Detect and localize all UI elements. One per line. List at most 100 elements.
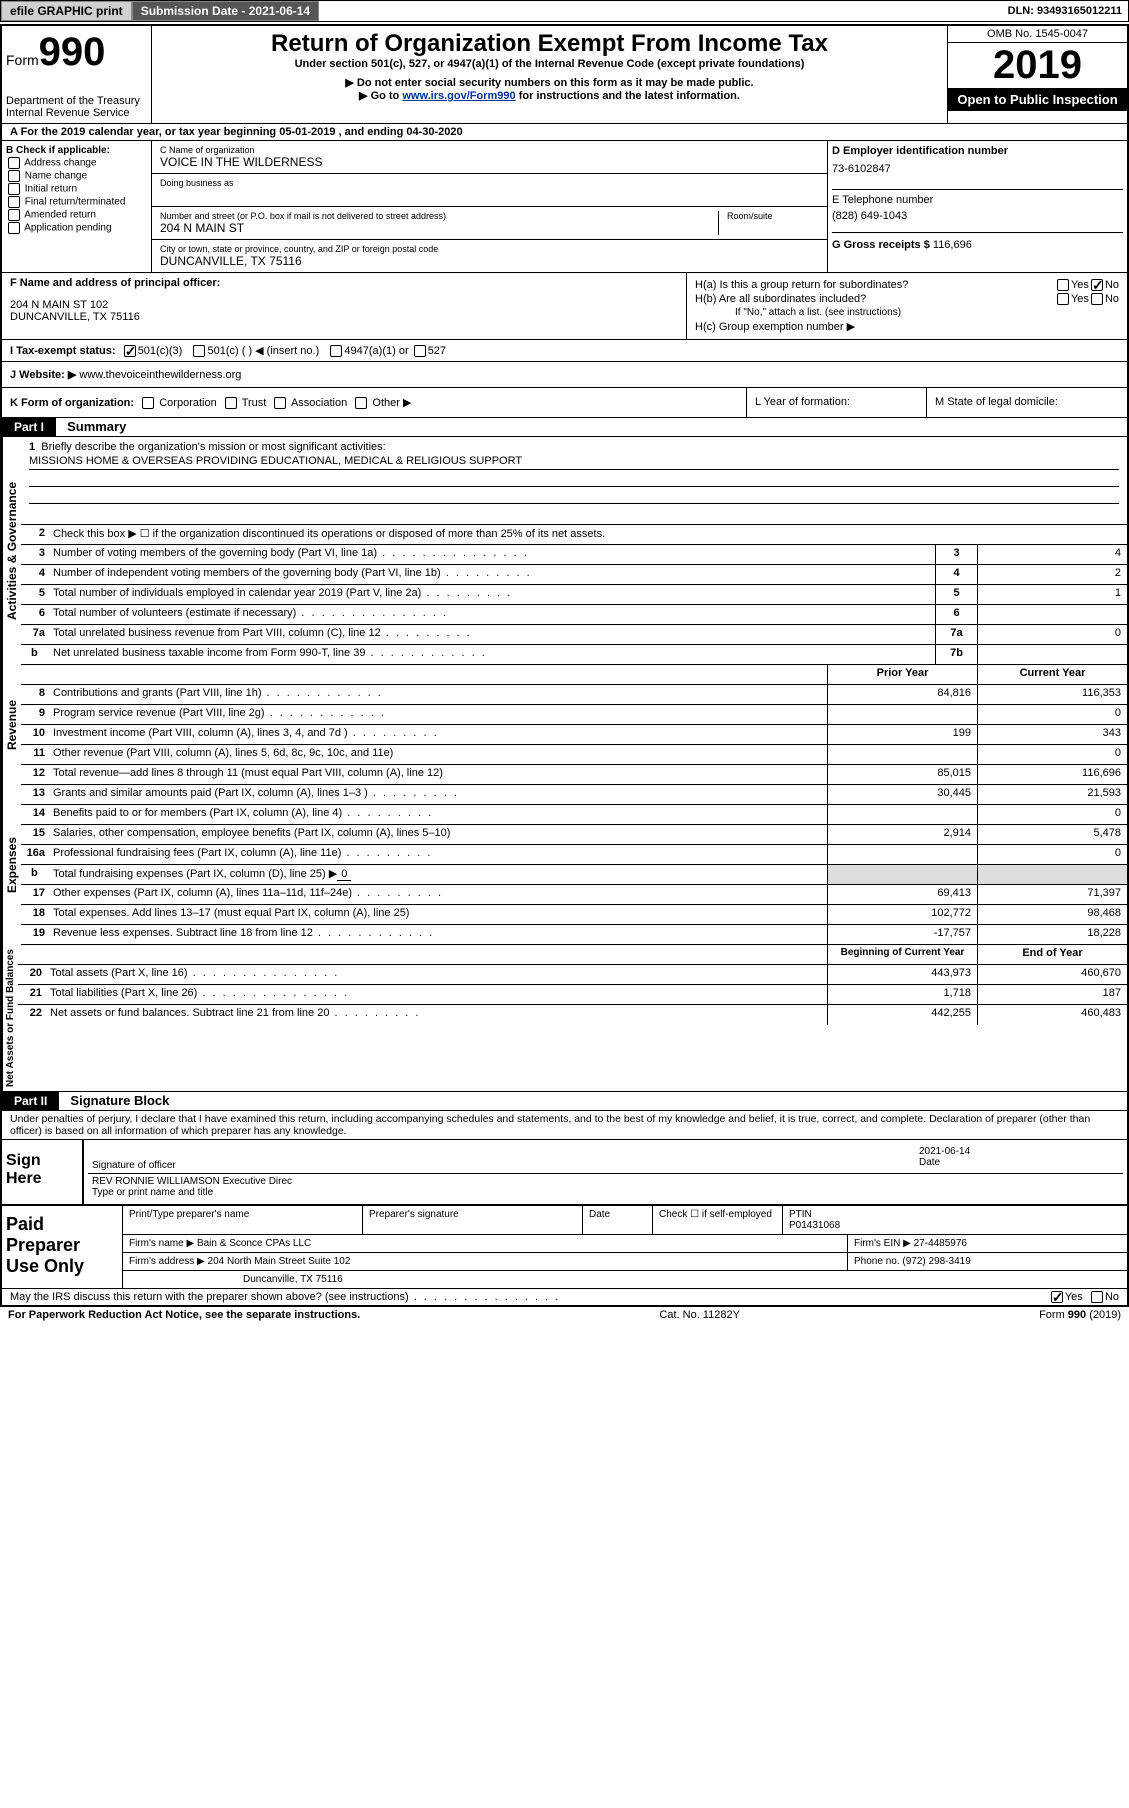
l2-text: Check this box ▶ ☐ if the organization d… bbox=[49, 525, 1127, 544]
part2-label: Part II bbox=[2, 1092, 59, 1110]
line-2: 2Check this box ▶ ☐ if the organization … bbox=[21, 525, 1127, 545]
line-7a: 7aTotal unrelated business revenue from … bbox=[21, 625, 1127, 645]
cb-501c[interactable] bbox=[193, 345, 205, 357]
dba-value bbox=[160, 188, 819, 202]
l1-text: Briefly describe the organization's miss… bbox=[41, 441, 385, 453]
col-d-e-g: D Employer identification number 73-6102… bbox=[827, 141, 1127, 272]
section-a-row: A For the 2019 calendar year, or tax yea… bbox=[2, 124, 1127, 141]
line-1: 1 Briefly describe the organization's mi… bbox=[21, 437, 1127, 525]
prep-date-header: Date bbox=[582, 1206, 652, 1234]
ha-no[interactable] bbox=[1091, 279, 1103, 291]
opt-4947: 4947(a)(1) or bbox=[344, 345, 408, 357]
self-employed-check: Check ☐ if self-employed bbox=[652, 1206, 782, 1234]
section-a-mid: , and ending bbox=[335, 126, 406, 138]
cb-527[interactable] bbox=[414, 345, 426, 357]
cb-name-change[interactable]: Name change bbox=[6, 170, 147, 182]
hb-yes[interactable] bbox=[1057, 293, 1069, 305]
current-year-header: Current Year bbox=[977, 665, 1127, 684]
org-name-label: C Name of organization bbox=[160, 145, 819, 155]
discuss-yes[interactable] bbox=[1051, 1291, 1063, 1303]
cb-corporation[interactable] bbox=[142, 397, 154, 409]
hb-label: H(b) Are all subordinates included? bbox=[695, 293, 1055, 305]
efile-button[interactable]: efile GRAPHIC print bbox=[1, 1, 132, 21]
state-domicile: M State of legal domicile: bbox=[927, 388, 1127, 417]
cb-association[interactable] bbox=[274, 397, 286, 409]
part1-title: Summary bbox=[59, 419, 126, 434]
l4-val: 2 bbox=[977, 565, 1127, 584]
instructions-link[interactable]: www.irs.gov/Form990 bbox=[402, 90, 515, 102]
row-f-h: F Name and address of principal officer:… bbox=[2, 273, 1127, 340]
hb-no[interactable] bbox=[1091, 293, 1103, 305]
ha-yes[interactable] bbox=[1057, 279, 1069, 291]
cb-initial-return[interactable]: Initial return bbox=[6, 183, 147, 195]
page-footer: For Paperwork Reduction Act Notice, see … bbox=[0, 1307, 1129, 1323]
l16b-text: Total fundraising expenses (Part IX, col… bbox=[53, 868, 337, 880]
governance-vlabel: Activities & Governance bbox=[2, 437, 21, 665]
cb-4947[interactable] bbox=[330, 345, 342, 357]
year-formation: L Year of formation: bbox=[747, 388, 927, 417]
l7a-text: Total unrelated business revenue from Pa… bbox=[49, 625, 935, 644]
cb-amended-return[interactable]: Amended return bbox=[6, 209, 147, 221]
part1-label: Part I bbox=[2, 418, 56, 436]
form-title: Return of Organization Exempt From Incom… bbox=[160, 30, 939, 58]
opt-501c3: 501(c)(3) bbox=[138, 345, 183, 357]
header-right-col: OMB No. 1545-0047 2019 Open to Public In… bbox=[947, 26, 1127, 123]
firm-addr-label: Firm's address ▶ bbox=[129, 1256, 205, 1267]
ptin-label: PTIN bbox=[789, 1209, 1121, 1220]
line-6: 6Total number of volunteers (estimate if… bbox=[21, 605, 1127, 625]
sig-officer-label: Signature of officer bbox=[92, 1160, 176, 1171]
row-k-l-m: K Form of organization: Corporation Trus… bbox=[2, 388, 1127, 418]
submission-date-button[interactable]: Submission Date - 2021-06-14 bbox=[132, 1, 319, 21]
firm-name-label: Firm's name ▶ bbox=[129, 1238, 194, 1249]
header-left-col: Form990 Department of the Treasury Inter… bbox=[2, 26, 152, 123]
line-15: 15Salaries, other compensation, employee… bbox=[21, 825, 1127, 845]
dba-label: Doing business as bbox=[160, 178, 819, 188]
line-5: 5Total number of individuals employed in… bbox=[21, 585, 1127, 605]
principal-officer: F Name and address of principal officer:… bbox=[2, 273, 687, 339]
ein-value: 73-6102847 bbox=[832, 163, 1123, 175]
sig-date-label: Date bbox=[919, 1157, 940, 1168]
mission-text: MISSIONS HOME & OVERSEAS PROVIDING EDUCA… bbox=[29, 453, 1119, 470]
phone-label: E Telephone number bbox=[832, 189, 1123, 206]
officer-name-label: Type or print name and title bbox=[92, 1187, 213, 1198]
dln-value: 93493165012211 bbox=[1037, 5, 1122, 17]
officer-label: F Name and address of principal officer: bbox=[10, 277, 678, 289]
dln-field: DLN: 93493165012211 bbox=[1002, 5, 1128, 17]
cb-address-change[interactable]: Address change bbox=[6, 157, 147, 169]
opt-527: 527 bbox=[428, 345, 446, 357]
jurat-text: Under penalties of perjury, I declare th… bbox=[2, 1111, 1127, 1140]
part2-header: Part II Signature Block bbox=[2, 1092, 1127, 1111]
sig-date-val: 2021-06-14 bbox=[919, 1146, 1119, 1157]
hb-note: If "No," attach a list. (see instruction… bbox=[695, 307, 1119, 318]
firm-addr1: 204 North Main Street Suite 102 bbox=[208, 1256, 351, 1267]
gross-receipts-value: 116,696 bbox=[933, 239, 972, 251]
col-c-orginfo: C Name of organization VOICE IN THE WILD… bbox=[152, 141, 827, 272]
l7b-text: Net unrelated business taxable income fr… bbox=[49, 645, 935, 664]
cb-trust[interactable] bbox=[225, 397, 237, 409]
cb-final-return[interactable]: Final return/terminated bbox=[6, 196, 147, 208]
line-9: 9Program service revenue (Part VIII, lin… bbox=[21, 705, 1127, 725]
prior-year-header: Prior Year bbox=[827, 665, 977, 684]
discuss-no[interactable] bbox=[1091, 1291, 1103, 1303]
section-a-pre: A For the 2019 calendar year, or tax yea… bbox=[10, 126, 279, 138]
end-year-header: End of Year bbox=[977, 945, 1127, 964]
officer-addr1: 204 N MAIN ST 102 bbox=[10, 299, 678, 311]
expenses-block: Expenses 13Grants and similar amounts pa… bbox=[2, 785, 1127, 945]
cb-501c3[interactable] bbox=[124, 345, 136, 357]
opt-501c: 501(c) ( ) ◀ (insert no.) bbox=[207, 344, 319, 357]
dln-label: DLN: bbox=[1008, 5, 1037, 17]
col-b-checkboxes: B Check if applicable: Address change Na… bbox=[2, 141, 152, 272]
cb-other[interactable] bbox=[355, 397, 367, 409]
part1-header: Part I Summary bbox=[2, 418, 1127, 437]
instructions-link-row: ▶ Go to www.irs.gov/Form990 for instruct… bbox=[160, 89, 939, 102]
expenses-vlabel: Expenses bbox=[2, 785, 21, 945]
col-header-row-1: Prior YearCurrent Year bbox=[21, 665, 1127, 685]
prep-name-header: Print/Type preparer's name bbox=[122, 1206, 362, 1234]
top-action-bar: efile GRAPHIC print Submission Date - 20… bbox=[0, 0, 1129, 22]
l7b-val bbox=[977, 645, 1127, 664]
l4-text: Number of independent voting members of … bbox=[49, 565, 935, 584]
cb-application-pending[interactable]: Application pending bbox=[6, 222, 147, 234]
line-11: 11Other revenue (Part VIII, column (A), … bbox=[21, 745, 1127, 765]
room-label: Room/suite bbox=[727, 211, 819, 221]
line-20: 20Total assets (Part X, line 16)443,9734… bbox=[18, 965, 1127, 985]
